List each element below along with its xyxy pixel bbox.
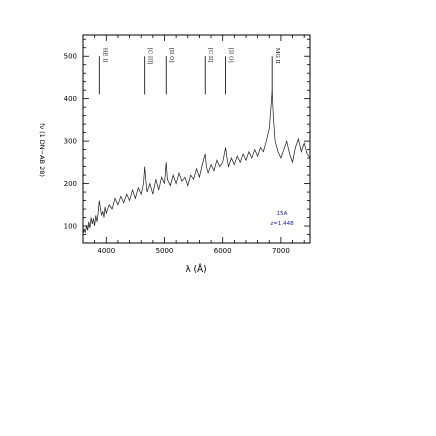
legend-entry: z=1.448 <box>270 221 294 227</box>
emission-line-label: [II O] <box>228 48 234 63</box>
emission-line-label: [II O] <box>168 48 174 63</box>
emission-line-label: [C II] <box>207 48 213 63</box>
y-axis-label: fν (1 DN−AB 28) <box>38 123 46 177</box>
emission-line-label: MG II <box>274 48 280 64</box>
legend: 15A z=1.448 <box>270 211 294 227</box>
spectrum-series <box>82 90 311 235</box>
emission-line-markers: HE II [C III] [II O] [C II] [II O] MG II <box>98 48 280 95</box>
x-tick-label: 4000 <box>97 247 115 255</box>
y-tick-label: 500 <box>64 53 77 61</box>
y-tick-label: 100 <box>64 223 77 231</box>
plot-frame-group <box>82 34 311 244</box>
axis-tick-labels: 4000 5000 6000 7000 100 200 300 400 500 <box>64 53 290 255</box>
x-axis-label: λ (Å) <box>185 263 206 275</box>
y-tick-label: 300 <box>64 138 77 146</box>
y-tick-label: 200 <box>64 180 77 188</box>
emission-line-label: [C III] <box>147 48 153 65</box>
spectrum-line <box>82 90 311 235</box>
emission-line-label: HE II <box>101 48 107 63</box>
plot-frame <box>82 34 311 244</box>
legend-entry: 15A <box>277 211 288 217</box>
x-tick-label: 7000 <box>272 247 290 255</box>
x-tick-label: 5000 <box>156 247 174 255</box>
x-tick-label: 6000 <box>214 247 232 255</box>
y-tick-label: 400 <box>64 95 77 103</box>
axis-ticks <box>82 35 310 244</box>
